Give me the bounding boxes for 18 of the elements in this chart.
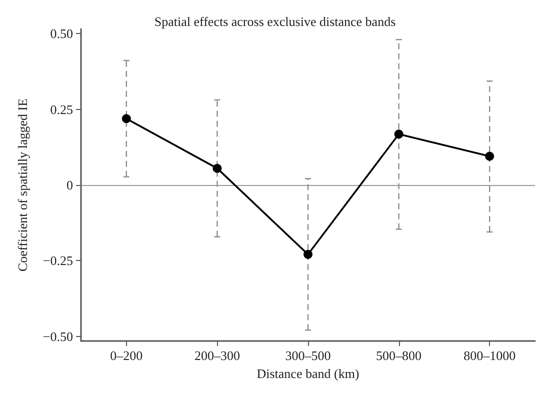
y-tick-label: −0.50 [42,328,73,344]
y-tick-label: 0.50 [50,26,73,42]
x-tick-label: 800–1000 [464,348,516,363]
y-tick-label: 0.25 [50,102,73,117]
y-tick-label: 0 [66,178,73,192]
y-axis-title: Coefficient of spatially lagged IE [15,98,30,272]
point [304,250,312,259]
y-tick-label: −0.25 [42,253,73,268]
point [122,114,131,124]
x-axis-title: Distance band (km) [256,366,360,381]
x-tick-label: 300–500 [285,348,331,363]
x-tick-label: 200–300 [194,348,240,363]
x-tick-label: 500–800 [376,348,422,363]
chart-title: Spatial effects across exclusive distance bands [154,14,396,29]
point [212,164,222,173]
point [485,152,494,161]
x-tick-label: 0–200 [110,348,143,363]
point [394,130,404,139]
